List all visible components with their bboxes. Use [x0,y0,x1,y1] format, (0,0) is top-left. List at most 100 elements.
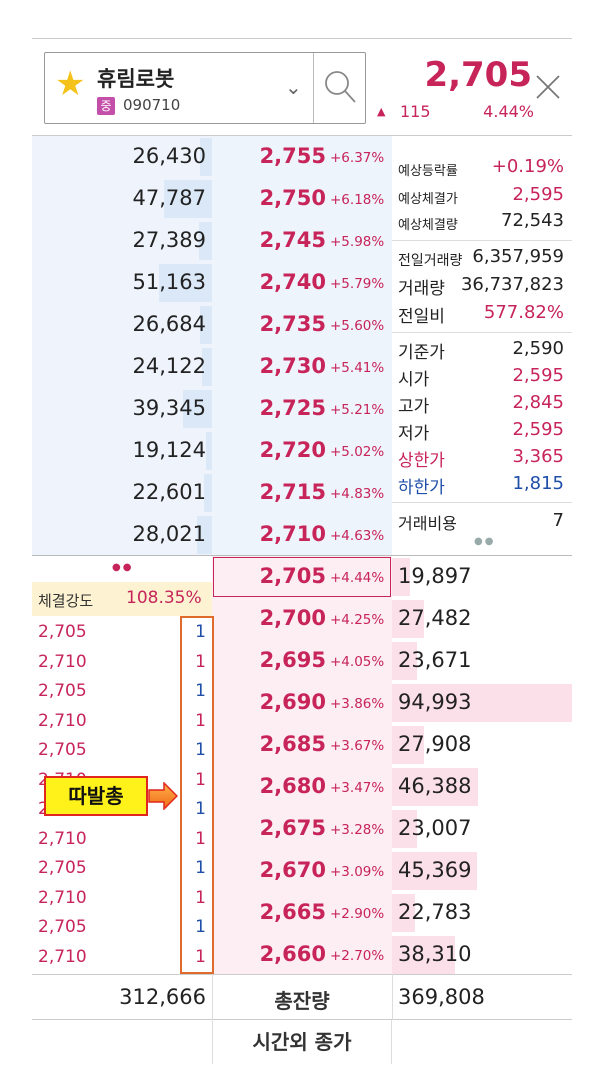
bid-price: 2,690 [259,690,326,714]
tick-price: 2,705 [38,858,87,878]
info-label: 저가 [398,424,430,444]
bid-volume: 94,993 [398,690,472,714]
ask-volume: 24,122 [132,354,206,378]
bid-row[interactable]: 2,680 +3.47% 46,388 [0,766,608,808]
search-button[interactable] [313,53,367,123]
info-value: 72,543 [501,210,564,231]
bid-volume-bar [392,726,424,764]
bid-volume: 19,897 [398,564,472,588]
ask-volume: 27,389 [132,228,206,252]
tick-quantity: 1 [195,651,206,672]
search-icon [325,71,356,103]
ask-row[interactable]: 47,787 2,750 +6.18% [0,178,608,220]
ask-rate: +4.83% [330,486,385,502]
tick-quantity: 1 [195,740,206,760]
ask-price: 2,745 [259,228,326,252]
ask-price: 2,750 [259,186,326,210]
bid-volume-bar [392,852,477,890]
ask-rate: +5.21% [330,402,385,418]
bid-row[interactable]: 2,675 +3.28% 23,007 [0,808,608,850]
ask-row[interactable]: 39,345 2,725 +5.21% [0,388,608,430]
divider [392,502,572,503]
tick-row: 2,705 1 [32,854,212,883]
star-icon[interactable]: ★ [55,64,86,104]
bid-rate: +4.25% [330,612,385,628]
ask-row[interactable]: 26,684 2,735 +5.60% [0,304,608,346]
tick-quantity: 1 [195,917,206,937]
bid-price: 2,660 [259,942,326,966]
bid-row[interactable]: 2,685 +3.67% 27,908 [0,724,608,766]
divider [32,555,572,556]
page-dots[interactable]: ●● [474,536,496,547]
afterhours-button[interactable]: 시간외 종가 [212,1020,392,1064]
total-ask-volume: 312,666 [119,985,206,1009]
bid-row[interactable]: 2,660 +2.70% 38,310 [0,934,608,976]
info-value: 2,595 [512,365,564,386]
ask-price: 2,710 [259,522,326,546]
current-price: 2,705 [424,55,532,95]
total-bid-volume: 369,808 [398,985,485,1009]
ask-row[interactable]: 26,430 2,755 +6.37% [0,136,608,178]
info-value: 3,365 [512,446,564,467]
bid-row[interactable]: 2,670 +3.09% 45,369 [0,850,608,892]
bid-row[interactable]: 2,705 +4.44% 19,897 [0,556,608,598]
bid-price: 2,675 [259,816,326,840]
tick-row: 2,710 1 [32,825,212,854]
bid-rate: +2.70% [330,948,385,964]
ask-price: 2,755 [259,144,326,168]
tick-row: 2,710 1 [32,884,212,913]
ask-row[interactable]: 22,601 2,715 +4.83% [0,472,608,514]
ask-row[interactable]: 51,163 2,740 +5.79% [0,262,608,304]
tick-price: 2,705 [38,740,87,760]
bid-volume-bar [392,600,424,638]
tick-quantity: 1 [195,769,206,790]
info-value: 2,595 [512,184,564,205]
page-dots[interactable]: ●● [112,562,134,573]
bid-volume-bar [392,684,572,722]
ask-row[interactable]: 19,124 2,720 +5.02% [0,430,608,472]
bid-price-area [212,556,392,974]
divider [313,53,314,123]
stock-selector[interactable]: ★ 휴림로봇 중 090710 ⌄ [44,52,366,124]
bid-volume: 38,310 [398,942,472,966]
ask-volume: 47,787 [132,186,206,210]
ask-volume-bar [199,222,212,260]
ask-volume: 26,684 [132,312,206,336]
tick-row: 2,705 1 [32,913,212,942]
ask-rate: +5.02% [330,444,385,460]
bid-volume-bar [392,936,455,974]
tick-quantity: 1 [195,710,206,731]
bid-row[interactable]: 2,690 +3.86% 94,993 [0,682,608,724]
close-icon [536,75,560,99]
bid-row[interactable]: 2,665 +2.90% 22,783 [0,892,608,934]
ask-volume: 19,124 [132,438,206,462]
ask-volume: 28,021 [132,522,206,546]
bid-price: 2,695 [259,648,326,672]
tick-price: 2,710 [38,887,87,908]
ask-volume-bar [164,180,212,218]
market-badge: 중 [97,97,115,115]
ask-price-area [212,136,392,556]
bid-volume-bar [392,558,410,596]
tick-row: 2,710 1 [32,707,212,736]
ask-rate: +6.18% [330,192,385,208]
quantity-highlight-box [180,616,214,974]
ask-row[interactable]: 24,122 2,730 +5.41% [0,346,608,388]
bid-rate: +3.67% [330,738,385,754]
close-button[interactable] [528,67,568,107]
info-label: 전일비 [398,307,445,327]
ask-row[interactable]: 28,021 2,710 +4.63% [0,514,608,556]
chevron-down-icon[interactable]: ⌄ [285,75,302,99]
current-price-marker [213,557,391,597]
bid-row[interactable]: 2,695 +4.05% 23,671 [0,640,608,682]
execution-strength: 체결강도 108.35% [32,582,212,616]
ask-row[interactable]: 27,389 2,745 +5.98% [0,220,608,262]
bid-rate: +3.09% [330,864,385,880]
info-value: 6,357,959 [472,246,564,267]
info-label: 거래량 [398,279,445,299]
ask-price: 2,725 [259,396,326,420]
ask-volume: 22,601 [132,480,206,504]
bid-row[interactable]: 2,700 +4.25% 27,482 [0,598,608,640]
bid-volume: 45,369 [398,858,472,882]
tick-quantity: 1 [195,799,206,819]
